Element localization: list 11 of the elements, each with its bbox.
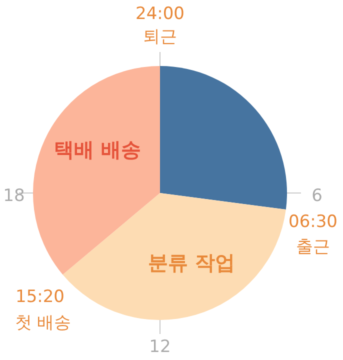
slice-label: 택배 배송	[54, 137, 142, 162]
text: 퇴근	[143, 27, 177, 47]
text: 출근	[296, 237, 330, 257]
text: 6	[312, 186, 322, 206]
text: 06:30	[288, 212, 338, 232]
text: 24:00	[136, 4, 184, 24]
text: 첫 배송	[14, 313, 72, 333]
text: 12	[149, 337, 171, 357]
text: 15:20	[16, 287, 64, 307]
slice-label: 분류 작업	[148, 250, 235, 274]
text: 18	[3, 186, 25, 206]
